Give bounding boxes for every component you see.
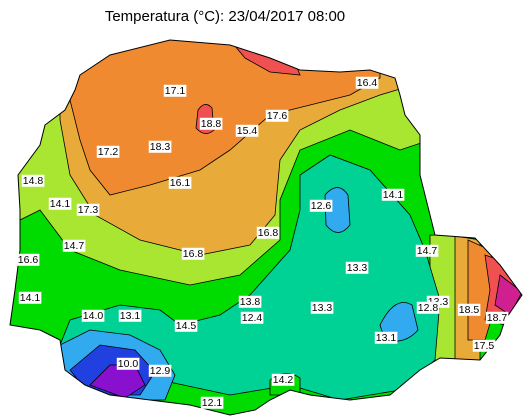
label-box (21, 174, 45, 187)
label-box (355, 76, 379, 89)
label-box (199, 117, 223, 130)
isotherm-label: 14.0 (83, 310, 104, 322)
label-box (62, 239, 86, 252)
label-box (416, 301, 440, 314)
label-box (148, 140, 172, 153)
label-box (381, 188, 405, 201)
isotherm-label: 14.7 (64, 240, 85, 252)
isotherm-label: 14.5 (176, 320, 197, 332)
label-box (345, 261, 369, 274)
label-box (265, 109, 289, 122)
label-box (235, 124, 259, 137)
isotherm-label: 14.7 (417, 245, 438, 257)
isotherm-label: 12.6 (311, 200, 332, 212)
label-box (309, 199, 333, 212)
label-box (238, 295, 262, 308)
isotherm-label: 17.3 (78, 204, 99, 216)
isotherm-label: 17.1 (165, 85, 186, 97)
isotherm-label: 15.4 (237, 125, 258, 137)
isotherm-label: 14.8 (23, 175, 44, 187)
isotherm-label: 18.7 (487, 312, 508, 324)
label-box (457, 303, 481, 316)
label-box (310, 301, 334, 314)
isotherm-label: 16.8 (183, 248, 204, 260)
isotherm-label: 16.8 (258, 227, 279, 239)
label-box (48, 197, 72, 210)
isotherm-label: 14.1 (383, 189, 404, 201)
isotherm-label: 17.6 (267, 110, 288, 122)
label-box (415, 244, 439, 257)
isotherm-label: 14.2 (273, 374, 294, 386)
isotherm-label: 18.5 (459, 304, 480, 316)
isotherm-label: 12.8 (418, 302, 439, 314)
isotherm-label: 12.9 (150, 365, 171, 377)
isotherm-label: 10.0 (118, 358, 139, 370)
isotherm-label: 14.1 (50, 198, 71, 210)
isotherm-label: 13.1 (120, 310, 141, 322)
label-box (174, 319, 198, 332)
isotherm-labels: 17.1 16.4 18.8 17.6 15.4 17.2 18.3 16.1 14.8 14.1… (16, 76, 509, 409)
isotherm-label: 16.6 (18, 254, 39, 266)
isotherm-label: 14.1 (20, 292, 41, 304)
isotherm-label: 18.8 (201, 118, 222, 130)
region-blue-a (324, 187, 351, 233)
isotherm-label: 12.4 (242, 312, 263, 324)
label-box (240, 311, 264, 324)
label-box (374, 331, 398, 344)
label-box (116, 357, 140, 370)
label-box (472, 339, 496, 352)
isotherm-label: 13.3 (312, 302, 333, 314)
state-border (9, 39, 523, 416)
isotherm-label: 13.3 (347, 262, 368, 274)
map-title: Temperatura (°C): 23/04/2017 08:00 (105, 8, 345, 25)
label-box (81, 309, 105, 322)
label-box (18, 291, 42, 304)
isotherm-label: 18.3 (150, 141, 171, 153)
label-box (96, 145, 120, 158)
label-box (76, 203, 100, 216)
isotherm-label: 16.4 (357, 77, 378, 89)
label-box (168, 176, 192, 189)
isotherm-label: 12.1 (202, 397, 223, 409)
label-box (200, 396, 224, 409)
isotherm-label: 16.1 (170, 177, 191, 189)
isotherm-label: 17.2 (98, 146, 119, 158)
label-box (271, 373, 295, 386)
label-box (148, 364, 172, 377)
label-box (16, 253, 40, 266)
isotherm-label: 13.1 (376, 332, 397, 344)
label-box (163, 84, 187, 97)
label-box (485, 311, 509, 324)
label-box (118, 309, 142, 322)
isotherm-label: 13.8 (240, 296, 261, 308)
label-box (181, 247, 205, 260)
isotherm-label: 17.5 (474, 340, 495, 352)
label-box (256, 226, 280, 239)
